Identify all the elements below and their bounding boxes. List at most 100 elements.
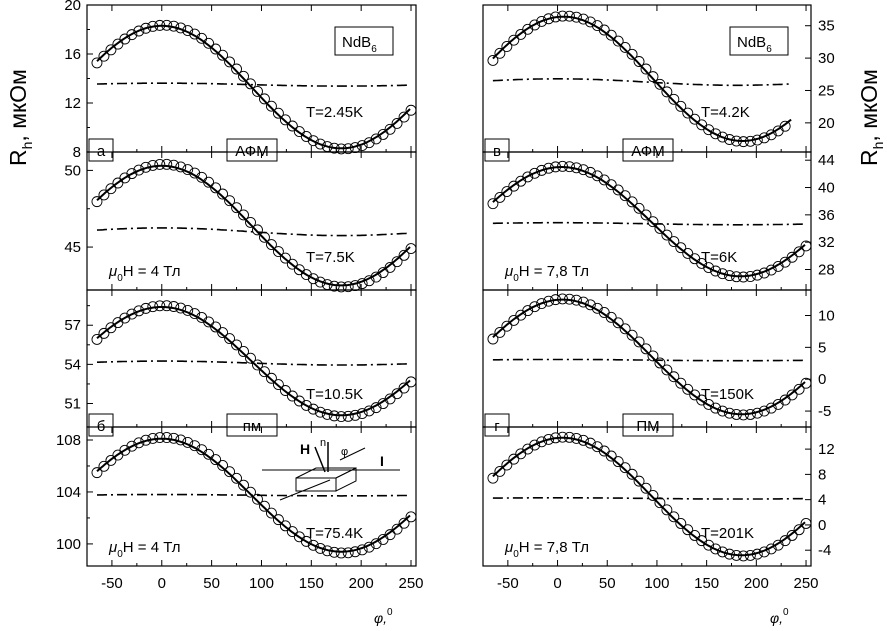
y-tick-label: 8 [818, 466, 826, 483]
data-point [633, 202, 645, 214]
data-point [731, 549, 742, 561]
y-tick-label: -5 [818, 403, 831, 420]
data-point [522, 443, 534, 455]
data-point [140, 161, 152, 173]
inset-h-label-part: H [300, 441, 310, 457]
data-point [252, 85, 263, 97]
data-point [654, 357, 666, 369]
data-point [717, 546, 728, 558]
y-axis-title-right-part: R [856, 149, 882, 166]
data-point [737, 550, 749, 562]
data-point [203, 176, 215, 188]
y-tick-label: 51 [64, 396, 81, 413]
data-point [279, 252, 291, 264]
temperature-label-part: T=201K [701, 525, 754, 542]
x-tick-label: 100 [249, 575, 274, 592]
data-point [744, 409, 756, 420]
data-point [363, 541, 375, 553]
panel-v2: 28 32 36 40 44 T=6K μ0H = 7,8 Тл [482, 151, 835, 291]
y-tick-label: 57 [64, 317, 81, 334]
data-point [272, 246, 284, 257]
data-point [508, 314, 520, 326]
data-point [557, 293, 568, 305]
data-point [91, 196, 103, 208]
y-tick-label: 104 [56, 484, 81, 501]
data-point [564, 161, 575, 173]
data-point [384, 393, 396, 405]
data-point [321, 545, 333, 557]
data-point [203, 448, 215, 460]
data-point [279, 114, 291, 126]
data-point [682, 247, 694, 259]
data-point [126, 440, 138, 452]
data-point [321, 408, 333, 420]
field-label-part: H = 7,8 Тл [519, 263, 589, 280]
data-point [793, 246, 805, 258]
data-point [252, 359, 263, 371]
x-tick-label: -50 [497, 575, 519, 592]
data-point [612, 35, 624, 47]
y-tick-label: 35 [818, 18, 835, 35]
data-point [105, 183, 117, 195]
y-tick-label: 45 [64, 239, 81, 256]
data-point [391, 523, 403, 535]
data-point [272, 107, 284, 119]
field-vector [314, 446, 326, 473]
data-point [765, 129, 777, 141]
panel-letter-box [88, 413, 114, 437]
data-point [140, 302, 152, 314]
data-point [522, 171, 534, 183]
data-point [384, 261, 396, 273]
data-point [584, 166, 596, 178]
data-point [577, 296, 589, 308]
data-point [751, 269, 763, 281]
y-tick-label: 54 [64, 356, 81, 373]
data-point [175, 161, 187, 173]
x-tick-label: -50 [101, 575, 123, 592]
data-point [398, 382, 410, 394]
data-point [758, 546, 770, 558]
data-point [154, 19, 166, 31]
data-point [501, 41, 513, 52]
data-point [314, 542, 326, 554]
temperature-label-part: T=10.5K [306, 386, 363, 403]
panel-a: 8 12 16 20 NdB6 T=2.45K [64, 0, 417, 161]
data-point [543, 162, 555, 174]
data-point [598, 24, 610, 36]
data-point [703, 262, 715, 274]
data-point [619, 462, 631, 474]
data-point [217, 327, 229, 338]
data-point [363, 405, 375, 417]
data-point [105, 322, 117, 334]
data-point [245, 486, 256, 498]
data-point [570, 432, 582, 444]
data-point [217, 49, 229, 61]
x-tick-label: 250 [398, 575, 423, 592]
data-point [786, 530, 798, 541]
temperature-label: T=7.5K [306, 249, 355, 266]
data-point [675, 242, 687, 254]
data-point [536, 436, 548, 448]
data-point [140, 22, 152, 34]
data-point [154, 158, 166, 170]
data-point [682, 524, 694, 536]
data-point [335, 547, 347, 559]
data-point [619, 323, 631, 335]
data-point [175, 434, 187, 446]
panel-g1: -5 0 5 10 T=150K [482, 289, 835, 428]
data-point [731, 271, 742, 283]
data-point [175, 302, 187, 314]
y-tick-label: 16 [64, 46, 81, 63]
data-point [161, 432, 173, 443]
y-tick-label: 40 [818, 180, 835, 197]
y-tick-label: 28 [818, 262, 835, 279]
data-point [384, 123, 396, 135]
data-point [494, 47, 506, 59]
data-point [126, 29, 138, 41]
data-point [675, 100, 687, 112]
data-point [168, 301, 180, 312]
inset-phi-label-part: φ [341, 446, 348, 458]
data-point [391, 388, 403, 400]
data-point [231, 472, 242, 484]
y-axis-title-left-part: h [19, 142, 35, 150]
